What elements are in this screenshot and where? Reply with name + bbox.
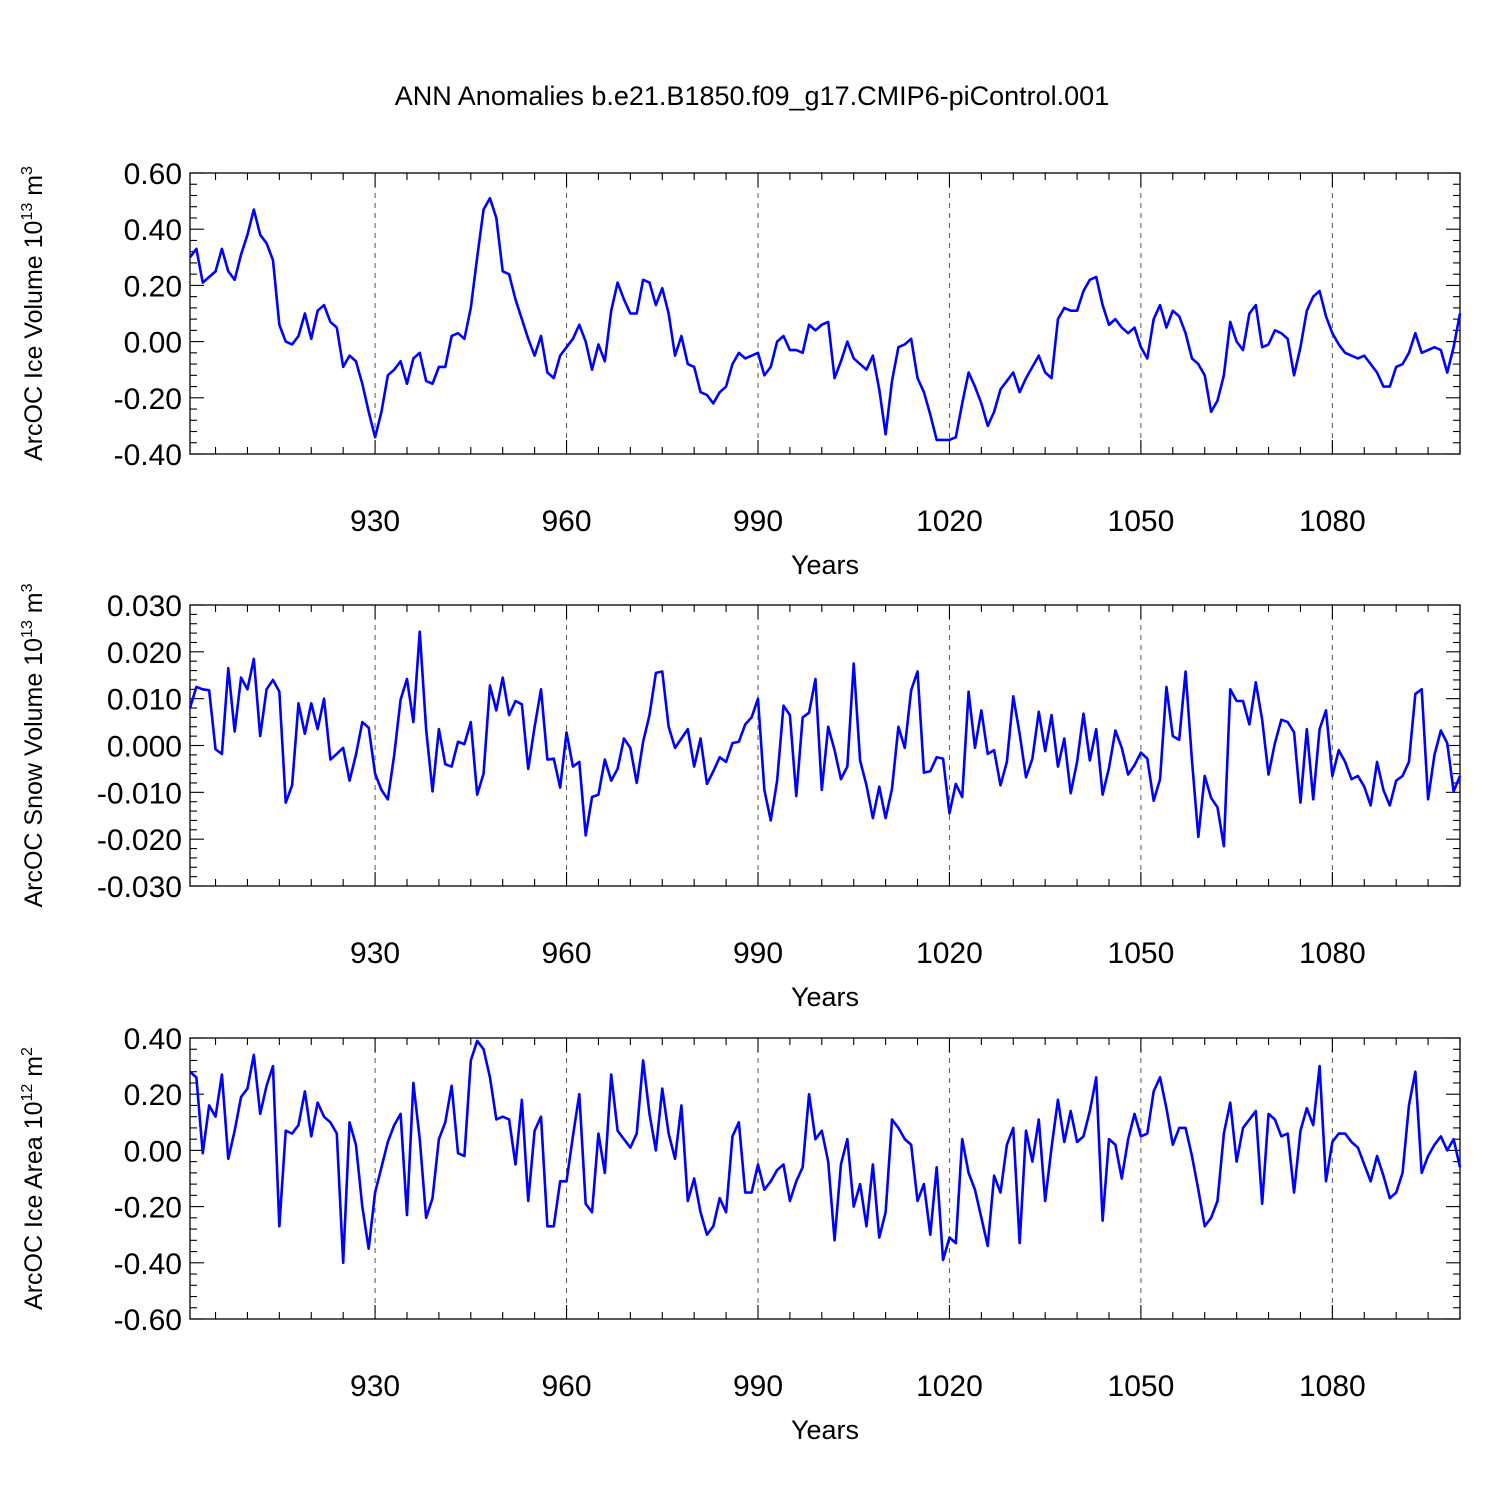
x-axis-label: Years [791,982,859,1012]
series-line-ice-volume [188,196,1462,442]
x-tick-label: 1080 [1299,937,1366,970]
x-tick-label: 1050 [1108,505,1175,538]
x-axis-label: Years [791,1415,859,1445]
x-tick-label: 960 [542,937,592,970]
x-tick-label: 930 [350,505,400,538]
plot-frame [189,1037,1461,1320]
y-tick-label: -0.030 [97,871,182,904]
x-tick-label: 990 [733,1370,783,1403]
x-tick-label: 960 [542,505,592,538]
x-tick-label: 990 [733,937,783,970]
y-tick-label: 0.00 [124,327,182,360]
y-tick-label: 0.20 [124,270,182,303]
x-tick-label: 1050 [1108,937,1175,970]
figure-title: ANN Anomalies b.e21.B1850.f09_g17.CMIP6-… [395,81,1109,111]
x-tick-label: 1050 [1108,1370,1175,1403]
y-tick-label: -0.20 [114,1192,182,1225]
x-tick-label: 1080 [1299,1370,1366,1403]
y-tick-label: 0.010 [107,684,182,717]
panel-snow-volume: -0.030 -0.020 -0.010 0.000 0.010 0.020 0.030 93… [19,583,1462,1012]
panel-ice-volume: -0.40 -0.20 0.00 0.20 0.40 0.60 930 960 990 1020 1… [19,158,1462,580]
y-axis-label: ArcOC Snow Volume 1013 m3 [19,583,48,907]
x-tick-label: 930 [350,1370,400,1403]
y-tick-label: -0.60 [114,1304,182,1337]
x-tick-label: 1020 [916,1370,983,1403]
y-tick-label: -0.20 [114,383,182,416]
x-tick-label: 960 [542,1370,592,1403]
x-axis-label: Years [791,550,859,580]
y-tick-label: -0.020 [97,824,182,857]
y-tick-label: -0.40 [114,1248,182,1281]
plot-frame [189,604,1461,887]
series-line-snow-volume [188,630,1462,848]
x-tick-label: 1020 [916,937,983,970]
panels: -0.40 -0.20 0.00 0.20 0.40 0.60 930 960 990 1020 1… [19,158,1462,1445]
series-line-ice-area [189,1039,1462,1265]
y-tick-label: 0.030 [107,590,182,623]
y-tick-label: 0.40 [124,1023,182,1056]
y-tick-label: 0.000 [107,731,182,764]
y-tick-label: -0.010 [97,777,182,810]
y-axis-label: ArcOC Ice Volume 1013 m3 [19,166,48,461]
x-tick-label: 1080 [1299,505,1366,538]
y-tick-label: 0.20 [124,1079,182,1112]
panel-ice-area: -0.60 -0.40 -0.20 0.00 0.20 0.40 930 960 990 1020… [19,1023,1462,1445]
x-tick-label: 1020 [916,505,983,538]
y-axis-label: ArcOC Ice Area 1012 m2 [19,1047,48,1310]
y-tick-label: 0.00 [124,1135,182,1168]
y-tick-label: 0.40 [124,214,182,247]
y-tick-label: 0.60 [124,158,182,191]
x-tick-label: 990 [733,505,783,538]
y-tick-label: 0.020 [107,637,182,670]
x-tick-label: 930 [350,937,400,970]
y-tick-label: -0.40 [114,439,182,472]
